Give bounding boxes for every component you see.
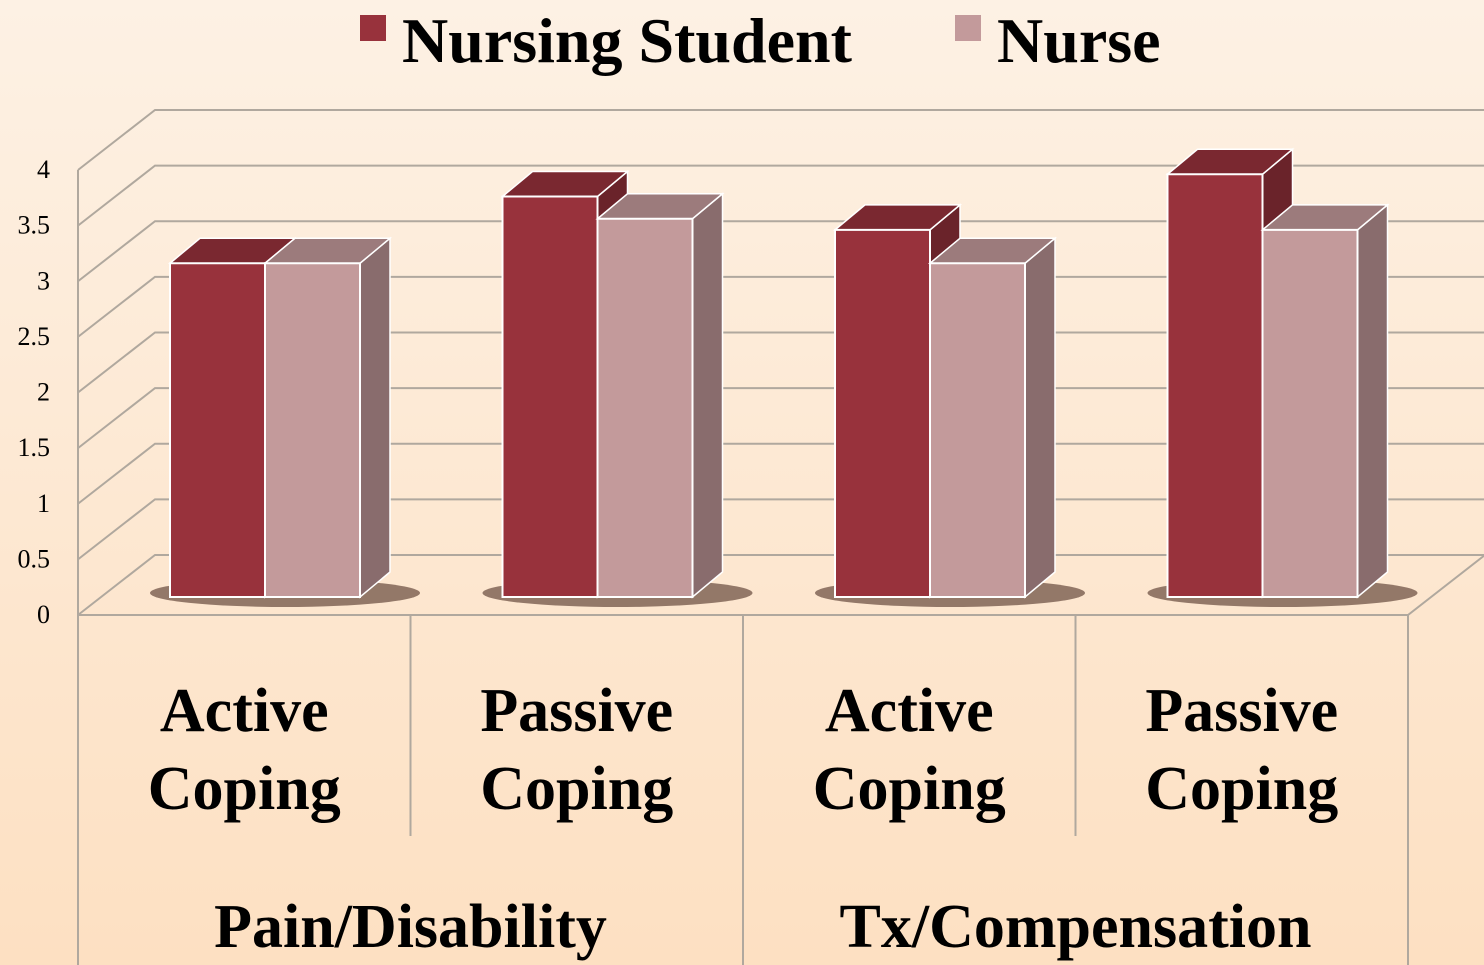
- y-tick-label: 4: [37, 155, 50, 184]
- bar-front: [1166, 173, 1264, 598]
- bar-front: [264, 262, 361, 598]
- bar: [595, 192, 725, 599]
- y-tick-label: 3.5: [18, 211, 51, 240]
- legend-label: Nurse: [997, 5, 1161, 76]
- bar: [262, 236, 393, 599]
- grid-line: [77, 164, 1484, 227]
- grid-line: [77, 220, 1484, 283]
- bar-front: [834, 228, 931, 598]
- bar: [1260, 203, 1390, 599]
- x-tick-label: Passive Coping: [1145, 677, 1339, 823]
- legend-swatch: [955, 15, 981, 41]
- bar: [927, 236, 1058, 599]
- y-tick-label: 0.5: [18, 544, 51, 573]
- x-tick-label: Active Coping: [812, 677, 1006, 823]
- bar-front: [1261, 228, 1359, 598]
- group-label: Pain/Disability: [214, 893, 607, 961]
- legend-swatch: [360, 15, 386, 41]
- group-label: Tx/Compensation: [839, 893, 1312, 961]
- bar-front: [596, 217, 694, 598]
- bar-side: [1356, 203, 1389, 599]
- y-tick-label: 2: [37, 378, 50, 407]
- bar-front: [929, 262, 1026, 598]
- bar-side: [691, 192, 724, 599]
- y-tick-label: 1: [37, 489, 50, 518]
- x-tick-label: Active Coping: [147, 677, 341, 823]
- grid-line: [77, 109, 1484, 171]
- bar-side: [1024, 236, 1056, 599]
- bar-front: [169, 262, 266, 598]
- bar: [500, 169, 630, 599]
- y-tick-label: 2.5: [18, 322, 51, 351]
- y-tick-label: 1.5: [18, 433, 51, 462]
- x-tick-label: Passive Coping: [480, 677, 674, 823]
- legend-label: Nursing Student: [402, 5, 853, 76]
- bar-side: [359, 236, 391, 599]
- bar-front: [501, 195, 599, 598]
- y-tick-label: 3: [37, 266, 50, 295]
- y-tick-label: 0: [37, 600, 50, 629]
